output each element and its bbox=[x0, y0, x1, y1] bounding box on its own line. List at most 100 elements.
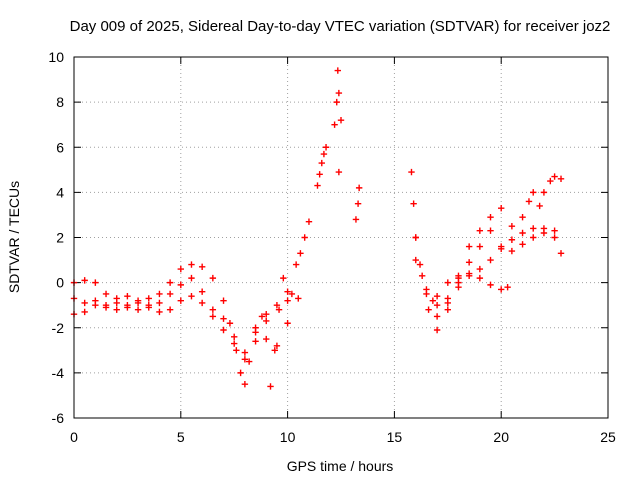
data-point bbox=[241, 380, 249, 388]
data-point bbox=[530, 189, 537, 196]
data-point bbox=[166, 279, 174, 286]
data-point bbox=[444, 279, 451, 286]
data-point bbox=[81, 308, 88, 316]
plot-frame bbox=[73, 56, 609, 419]
data-point bbox=[156, 308, 163, 316]
data-point bbox=[551, 234, 558, 241]
data-point bbox=[525, 198, 533, 205]
x-tick-label: 15 bbox=[387, 429, 403, 445]
data-point bbox=[166, 306, 174, 313]
data-point bbox=[557, 175, 565, 183]
data-point bbox=[498, 204, 505, 212]
data-point bbox=[263, 311, 270, 318]
data-point bbox=[295, 295, 302, 302]
data-point bbox=[267, 383, 274, 390]
data-point bbox=[92, 279, 99, 286]
data-point bbox=[540, 225, 548, 232]
data-point bbox=[198, 299, 206, 307]
data-point bbox=[241, 349, 249, 356]
data-point bbox=[301, 234, 308, 241]
data-point bbox=[433, 292, 441, 300]
data-point bbox=[156, 290, 163, 298]
data-point bbox=[177, 281, 184, 289]
point-layer bbox=[70, 67, 565, 390]
data-point bbox=[252, 329, 259, 336]
data-point bbox=[540, 189, 548, 196]
data-point bbox=[231, 340, 238, 347]
y-tick-label: -2 bbox=[52, 320, 65, 336]
data-point bbox=[425, 306, 432, 313]
data-point bbox=[519, 213, 526, 221]
data-point bbox=[429, 297, 437, 304]
data-point bbox=[284, 288, 291, 295]
data-point bbox=[81, 299, 88, 307]
data-point bbox=[331, 121, 338, 128]
data-point bbox=[547, 177, 554, 185]
y-tick-label: -6 bbox=[52, 410, 65, 426]
data-point bbox=[275, 306, 283, 313]
data-point bbox=[352, 216, 360, 223]
data-point bbox=[444, 299, 451, 307]
data-point bbox=[412, 234, 419, 241]
data-point bbox=[145, 304, 152, 311]
data-point bbox=[188, 292, 195, 300]
data-point bbox=[333, 98, 340, 106]
data-point bbox=[487, 281, 494, 289]
data-point bbox=[177, 265, 184, 273]
data-point bbox=[198, 263, 206, 271]
data-point bbox=[273, 301, 281, 309]
data-point bbox=[355, 184, 363, 192]
data-point bbox=[335, 168, 343, 176]
data-point bbox=[263, 317, 270, 325]
grid-layer bbox=[73, 56, 609, 419]
x-tick-label: 25 bbox=[600, 429, 616, 445]
data-point bbox=[220, 297, 227, 304]
data-point bbox=[444, 306, 451, 313]
x-tick-label: 0 bbox=[70, 429, 78, 445]
data-point bbox=[102, 304, 110, 311]
data-point bbox=[226, 320, 234, 327]
data-point bbox=[220, 326, 227, 334]
data-point bbox=[335, 89, 343, 97]
data-point bbox=[297, 250, 304, 257]
data-point bbox=[237, 369, 244, 377]
x-tick-label: 5 bbox=[177, 429, 185, 445]
data-point bbox=[465, 259, 473, 266]
data-point bbox=[423, 290, 430, 298]
data-point bbox=[551, 173, 558, 180]
data-point bbox=[487, 227, 494, 234]
data-point bbox=[465, 243, 473, 250]
data-point bbox=[198, 288, 206, 295]
data-point bbox=[92, 301, 99, 309]
data-point bbox=[322, 144, 330, 151]
data-point bbox=[408, 168, 415, 176]
data-point bbox=[465, 270, 473, 277]
data-point bbox=[245, 358, 253, 365]
data-point bbox=[476, 243, 484, 250]
data-point bbox=[508, 236, 516, 243]
data-point bbox=[284, 320, 291, 327]
data-point bbox=[258, 313, 266, 320]
data-point bbox=[476, 265, 484, 273]
data-point bbox=[418, 272, 426, 280]
data-point bbox=[263, 335, 270, 343]
data-point bbox=[498, 243, 505, 250]
y-tick-label: -4 bbox=[52, 365, 65, 381]
data-point bbox=[476, 274, 484, 282]
data-point bbox=[551, 227, 558, 234]
data-point bbox=[318, 159, 325, 167]
data-point bbox=[305, 218, 313, 225]
data-point bbox=[498, 286, 505, 293]
data-point bbox=[252, 338, 259, 345]
data-point bbox=[288, 290, 296, 298]
data-point bbox=[292, 261, 300, 268]
data-point bbox=[519, 229, 526, 237]
data-point bbox=[113, 299, 120, 307]
data-point bbox=[156, 299, 163, 307]
data-point bbox=[220, 315, 227, 322]
data-point bbox=[433, 326, 441, 334]
data-point bbox=[433, 313, 441, 320]
y-tick-label: 2 bbox=[56, 230, 64, 246]
x-tick-label: 20 bbox=[493, 429, 509, 445]
